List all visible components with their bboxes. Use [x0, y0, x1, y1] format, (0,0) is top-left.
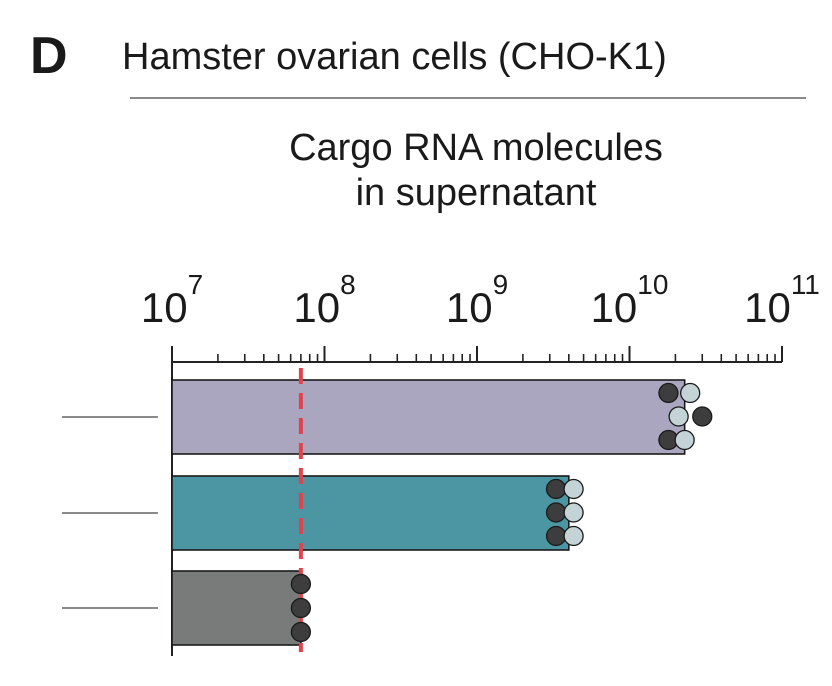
data-point: [545, 525, 567, 547]
data-point: [680, 382, 701, 404]
data-point: [668, 406, 689, 427]
data-point: [563, 525, 584, 547]
x-tick-label: 1010: [591, 269, 669, 331]
title-divider: [130, 97, 806, 99]
panel-title: Hamster ovarian cells (CHO-K1): [122, 36, 667, 78]
panel-letter: D: [30, 27, 68, 85]
data-point: [674, 429, 695, 451]
data-point: [545, 478, 567, 500]
data-point: [290, 573, 312, 595]
data-point: [545, 502, 567, 523]
bar: [171, 475, 570, 551]
chart-title-line-2: in supernatant: [355, 172, 597, 214]
x-tick-label: 108: [293, 269, 355, 331]
data-point: [290, 597, 312, 619]
bar: [171, 379, 686, 455]
x-tick-label: 109: [446, 269, 508, 331]
bar: [171, 570, 302, 646]
data-point: [563, 478, 584, 500]
data-point: [563, 502, 584, 523]
data-point: [658, 382, 679, 404]
chart-title-line-1: Cargo RNA molecules: [289, 127, 663, 169]
x-tick-label: 1011: [744, 269, 820, 331]
x-tick-label: 107: [141, 269, 203, 331]
data-point: [290, 621, 312, 643]
data-point: [692, 406, 713, 427]
chart-title: Cargo RNA molecules in supernatant: [170, 126, 782, 216]
